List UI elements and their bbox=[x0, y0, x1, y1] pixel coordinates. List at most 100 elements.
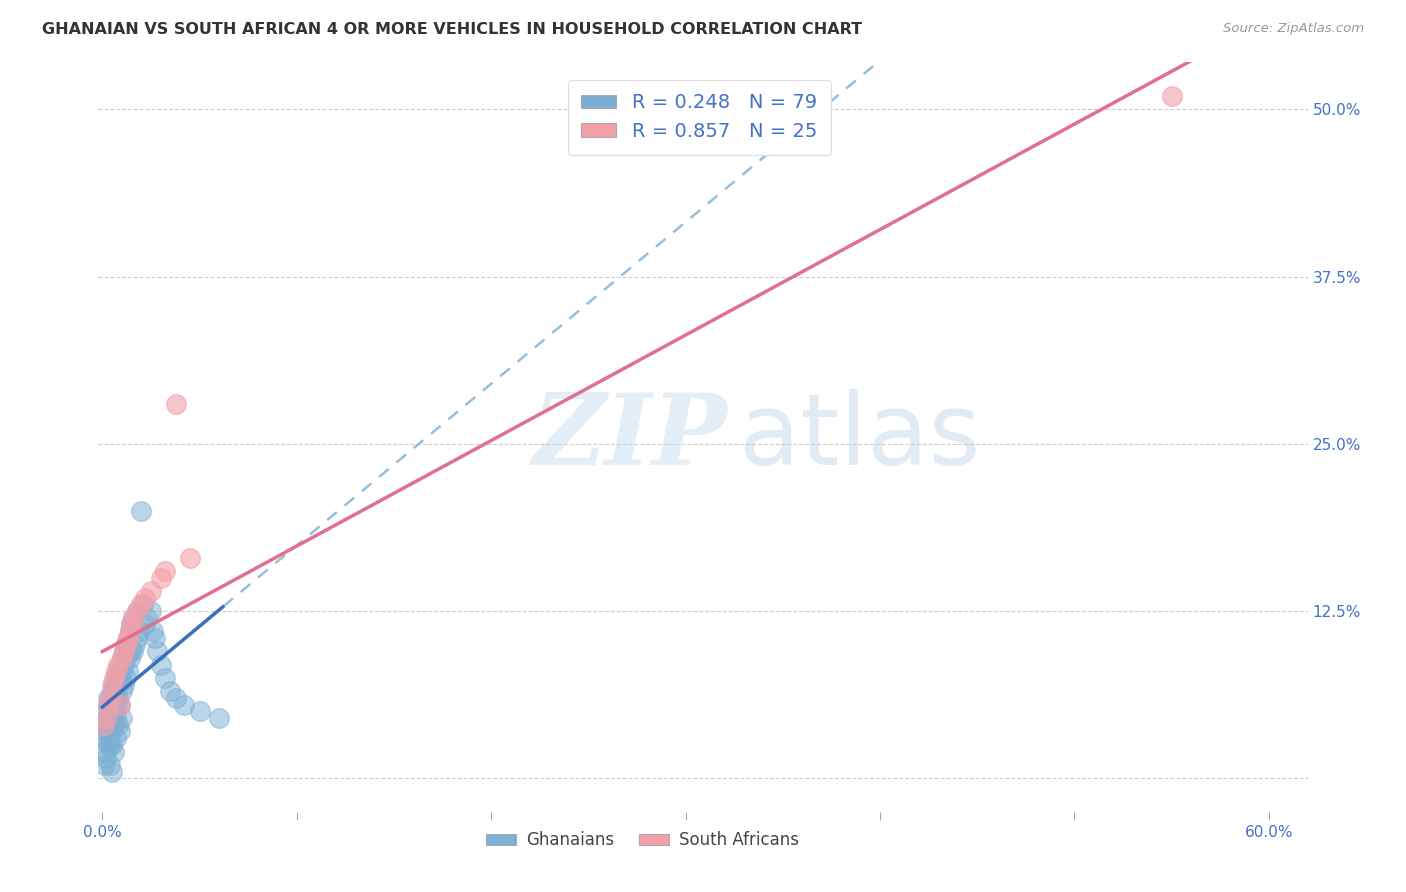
Point bbox=[124, 637, 146, 651]
Point bbox=[134, 591, 156, 605]
Point bbox=[97, 711, 120, 725]
Point bbox=[112, 644, 135, 658]
Point bbox=[153, 671, 176, 685]
Point bbox=[103, 678, 125, 692]
Point bbox=[114, 671, 136, 685]
Point bbox=[108, 698, 131, 712]
Point bbox=[107, 690, 129, 705]
Point bbox=[127, 631, 149, 645]
Text: ZIP: ZIP bbox=[533, 389, 727, 485]
Point bbox=[101, 738, 124, 752]
Point bbox=[127, 604, 149, 618]
Point bbox=[107, 664, 129, 679]
Point bbox=[118, 624, 141, 639]
Point bbox=[145, 644, 167, 658]
Point bbox=[173, 698, 195, 712]
Point bbox=[139, 583, 162, 598]
Point bbox=[101, 711, 124, 725]
Point bbox=[121, 644, 143, 658]
Point bbox=[98, 690, 121, 705]
Point bbox=[128, 624, 150, 639]
Point bbox=[122, 611, 145, 625]
Text: Source: ZipAtlas.com: Source: ZipAtlas.com bbox=[1223, 22, 1364, 36]
Point bbox=[114, 637, 136, 651]
Point bbox=[97, 738, 120, 752]
Point bbox=[122, 644, 145, 658]
Point bbox=[132, 598, 155, 612]
Point bbox=[111, 651, 134, 665]
Point bbox=[112, 678, 135, 692]
Point bbox=[139, 604, 162, 618]
Point bbox=[96, 731, 118, 746]
Point bbox=[104, 684, 127, 698]
Point bbox=[111, 664, 134, 679]
Point bbox=[104, 671, 127, 685]
Point bbox=[101, 764, 124, 779]
Point bbox=[121, 617, 143, 632]
Point bbox=[103, 744, 125, 758]
Point bbox=[153, 564, 176, 578]
Legend: Ghanaians, South Africans: Ghanaians, South Africans bbox=[479, 824, 806, 855]
Text: atlas: atlas bbox=[740, 389, 981, 485]
Point bbox=[122, 611, 145, 625]
Point bbox=[129, 503, 152, 517]
Point bbox=[98, 724, 121, 739]
Point bbox=[114, 637, 136, 651]
Point bbox=[101, 678, 124, 692]
Point bbox=[96, 711, 118, 725]
Point bbox=[149, 657, 172, 672]
Point bbox=[134, 617, 156, 632]
Point bbox=[93, 717, 115, 731]
Point bbox=[93, 758, 115, 772]
Y-axis label: 4 or more Vehicles in Household: 4 or more Vehicles in Household bbox=[0, 313, 7, 561]
Text: GHANAIAN VS SOUTH AFRICAN 4 OR MORE VEHICLES IN HOUSEHOLD CORRELATION CHART: GHANAIAN VS SOUTH AFRICAN 4 OR MORE VEHI… bbox=[42, 22, 862, 37]
Point bbox=[104, 711, 127, 725]
Point bbox=[97, 698, 120, 712]
Point bbox=[98, 711, 121, 725]
Point bbox=[112, 644, 135, 658]
Point bbox=[136, 611, 159, 625]
Point bbox=[179, 550, 201, 565]
Point bbox=[165, 396, 187, 410]
Point bbox=[108, 657, 131, 672]
Point bbox=[96, 717, 118, 731]
Point bbox=[103, 705, 125, 719]
Point bbox=[188, 705, 211, 719]
Point bbox=[96, 705, 118, 719]
Point bbox=[98, 738, 121, 752]
Point bbox=[101, 724, 124, 739]
Point bbox=[117, 631, 139, 645]
Point bbox=[97, 724, 120, 739]
Point bbox=[108, 698, 131, 712]
Point bbox=[108, 671, 131, 685]
Point bbox=[118, 651, 141, 665]
Point bbox=[1160, 89, 1182, 103]
Point bbox=[143, 631, 166, 645]
Point bbox=[117, 631, 139, 645]
Point bbox=[165, 690, 187, 705]
Point bbox=[208, 711, 231, 725]
Point bbox=[101, 698, 124, 712]
Point bbox=[107, 678, 129, 692]
Point bbox=[117, 644, 139, 658]
Point bbox=[104, 664, 127, 679]
Point bbox=[107, 657, 129, 672]
Point bbox=[97, 690, 120, 705]
Point bbox=[127, 604, 149, 618]
Point bbox=[104, 731, 127, 746]
Point bbox=[112, 657, 135, 672]
Point bbox=[159, 684, 181, 698]
Point bbox=[103, 671, 125, 685]
Point bbox=[103, 690, 125, 705]
Point bbox=[118, 624, 141, 639]
Point bbox=[121, 617, 143, 632]
Point bbox=[98, 758, 121, 772]
Point bbox=[98, 690, 121, 705]
Point bbox=[111, 711, 134, 725]
Point bbox=[107, 717, 129, 731]
Point bbox=[142, 624, 165, 639]
Point bbox=[117, 664, 139, 679]
Point bbox=[111, 651, 134, 665]
Point bbox=[149, 571, 172, 585]
Point bbox=[93, 724, 115, 739]
